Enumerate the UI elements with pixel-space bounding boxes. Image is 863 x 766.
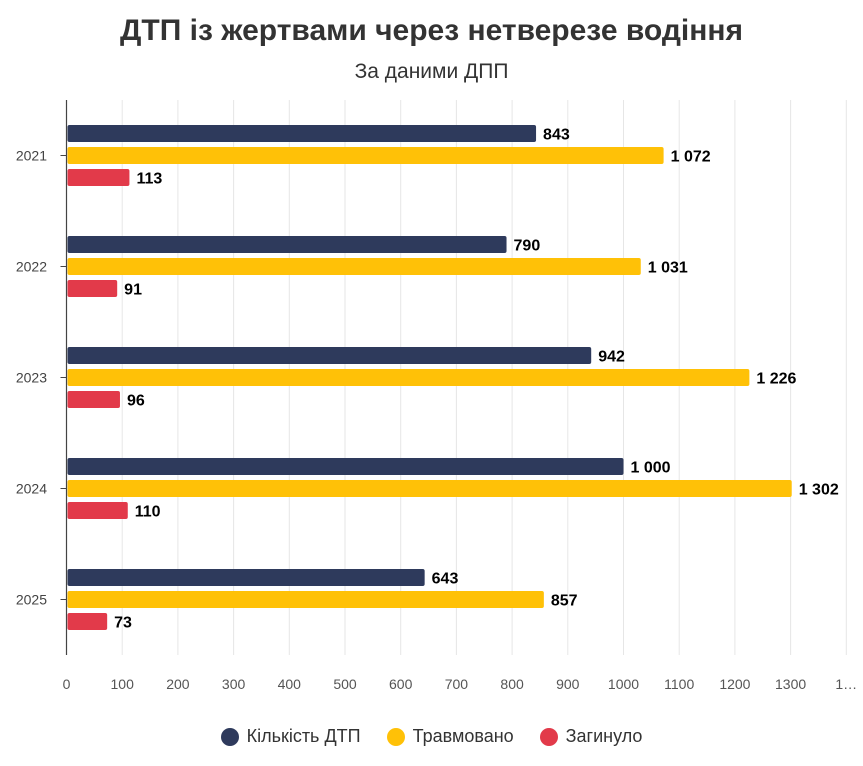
bar-2023-accidents (67, 347, 592, 364)
legend-item-killed[interactable]: Загинуло (539, 726, 643, 747)
x-tick-label: 900 (556, 676, 580, 692)
legend-item-injured[interactable]: Травмовано (386, 726, 514, 747)
chart-legend: Кількість ДТП Травмовано Загинуло (0, 726, 863, 747)
data-label: 1 072 (671, 149, 711, 166)
data-label: 113 (136, 171, 162, 188)
bar-2024-killed (67, 502, 128, 519)
data-label: 643 (432, 571, 459, 588)
bar-2024-injured (67, 480, 792, 497)
chart-subtitle: За даними ДПП (354, 60, 509, 83)
bar-2025-injured (67, 591, 544, 608)
y-category-label: 2023 (16, 370, 47, 386)
y-category-label: 2025 (16, 592, 47, 608)
y-category-label: 2022 (16, 259, 47, 275)
legend-label-killed: Загинуло (565, 726, 643, 746)
x-tick-label: 0 (63, 676, 71, 692)
x-tick-label: 1100 (664, 676, 694, 692)
data-label: 1 000 (631, 460, 671, 477)
data-label: 110 (135, 504, 161, 521)
x-tick-label: 500 (333, 676, 357, 692)
y-category-label: 2021 (16, 148, 47, 164)
x-tick-label: 1300 (775, 676, 806, 692)
data-label: 1 031 (648, 260, 688, 277)
bar-2021-killed (67, 169, 130, 186)
bar-2021-injured (67, 147, 664, 164)
data-label: 790 (514, 238, 541, 255)
x-tick-label: 600 (389, 676, 413, 692)
chart-title: ДТП із жертвами через нетверезе водіння (120, 14, 743, 47)
bar-2021-accidents (67, 125, 537, 142)
x-tick-label: 1… (835, 676, 857, 692)
x-tick-label: 300 (222, 676, 246, 692)
legend-swatch-accidents (220, 727, 239, 746)
y-category-label: 2024 (16, 481, 47, 497)
data-label: 1 226 (756, 371, 796, 388)
legend-item-accidents[interactable]: Кількість ДТП (220, 726, 361, 747)
data-label: 857 (551, 593, 578, 610)
bar-2025-accidents (67, 569, 425, 586)
legend-swatch-injured (386, 727, 405, 746)
x-tick-label: 1000 (608, 676, 639, 692)
data-label: 1 302 (799, 482, 839, 499)
bar-2024-accidents (67, 458, 624, 475)
bar-2025-killed (67, 613, 108, 630)
legend-swatch-killed (539, 727, 558, 746)
legend-label-injured: Травмовано (412, 726, 514, 746)
data-label: 942 (598, 349, 625, 366)
data-label: 96 (127, 393, 145, 410)
x-tick-label: 200 (166, 676, 190, 692)
bar-2022-killed (67, 280, 118, 297)
x-tick-label: 700 (445, 676, 469, 692)
x-tick-label: 400 (278, 676, 302, 692)
x-tick-label: 800 (500, 676, 524, 692)
legend-label-accidents: Кількість ДТП (246, 726, 361, 746)
data-label: 73 (114, 615, 132, 632)
bar-2023-injured (67, 369, 750, 386)
x-tick-label: 100 (111, 676, 135, 692)
x-tick-label: 1200 (719, 676, 750, 692)
data-label: 843 (543, 127, 570, 144)
bar-2022-injured (67, 258, 641, 275)
bar-2022-accidents (67, 236, 507, 253)
bar-2023-killed (67, 391, 120, 408)
data-label: 91 (124, 282, 142, 299)
